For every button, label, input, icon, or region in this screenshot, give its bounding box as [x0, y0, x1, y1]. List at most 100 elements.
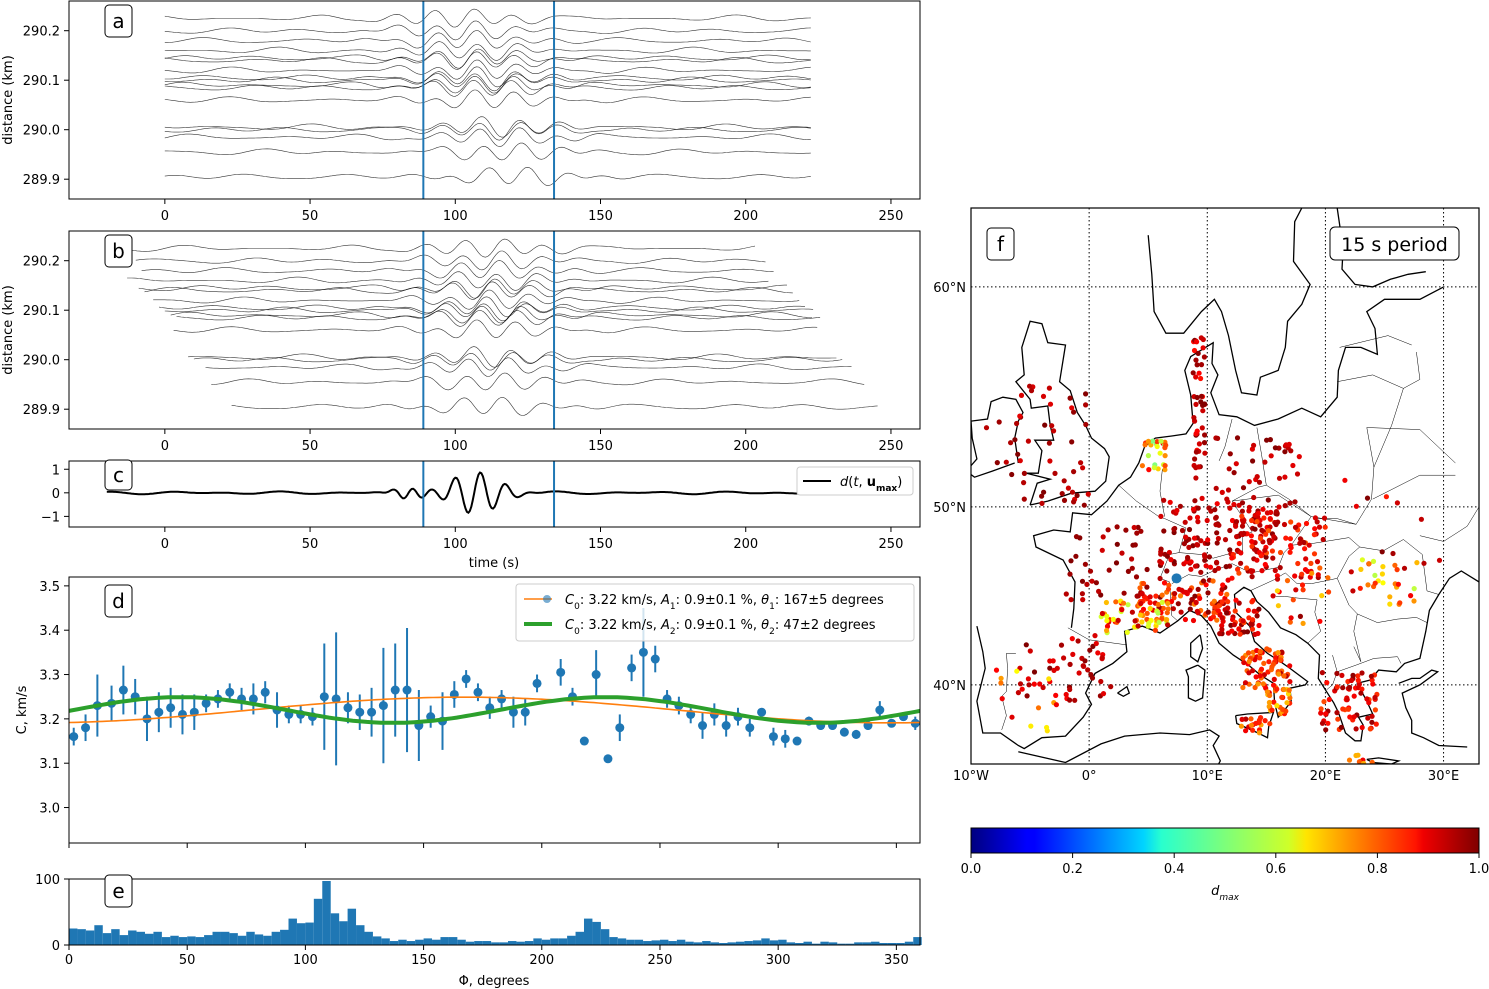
- station: [1073, 534, 1080, 540]
- station: [1372, 707, 1378, 713]
- station: [1309, 570, 1315, 576]
- station: [1335, 716, 1341, 722]
- border: [1249, 537, 1361, 592]
- histogram-bar: [69, 928, 78, 945]
- station: [1214, 559, 1220, 566]
- station: [1120, 600, 1127, 606]
- station: [1027, 383, 1033, 389]
- histogram-bar: [887, 943, 897, 945]
- histogram-bar: [254, 934, 264, 945]
- y-tick-label: 0: [52, 939, 60, 954]
- station: [1198, 399, 1204, 405]
- station: [1108, 684, 1114, 690]
- station: [1276, 504, 1282, 510]
- histogram-bar: [465, 941, 475, 945]
- border: [1336, 578, 1362, 662]
- station: [1191, 535, 1198, 541]
- histogram-bar: [541, 939, 551, 945]
- station: [1129, 609, 1135, 615]
- station: [1093, 640, 1099, 647]
- station: [1063, 591, 1069, 597]
- legend-part: : 47±2 degrees: [775, 618, 876, 633]
- panel-c-xlabel: time (s): [469, 556, 519, 571]
- station: [1179, 587, 1185, 593]
- station: [1132, 618, 1138, 624]
- lat-label: 40°N: [933, 679, 966, 694]
- station: [1287, 679, 1293, 685]
- histogram-bar: [144, 933, 154, 945]
- station: [1138, 600, 1144, 607]
- station: [1163, 442, 1169, 448]
- panel-d-frame: [68, 576, 921, 844]
- station: [1098, 678, 1104, 685]
- data-point: [851, 729, 861, 739]
- station: [1031, 669, 1038, 675]
- station: [1208, 508, 1214, 514]
- station: [1257, 673, 1263, 679]
- x-tick-label: 50: [302, 439, 319, 454]
- station: [1249, 538, 1255, 545]
- station: [1188, 559, 1194, 565]
- station: [1231, 622, 1237, 628]
- panel-d-legend: C0: 3.22 km/s, A1: 0.9±0.1 %, θ1: 167±5 …: [515, 583, 915, 642]
- station: [1229, 575, 1235, 581]
- legend-part: A: [660, 618, 670, 633]
- panel-c-stacked-waveform: 0 50 100 150 200 250 1 0 −1 time (s) c d(t, uma…: [41, 459, 921, 571]
- station: [1203, 563, 1209, 569]
- border: [1159, 469, 1165, 517]
- x-tick-label: 0: [161, 537, 169, 552]
- station: [1051, 428, 1057, 434]
- station: [1249, 517, 1255, 524]
- station: [1262, 547, 1268, 553]
- seismogram-trace: [164, 116, 811, 138]
- station: [1019, 686, 1025, 692]
- data-point: [461, 674, 471, 684]
- station: [1018, 392, 1025, 398]
- station: [1299, 582, 1306, 588]
- station: [1110, 616, 1116, 623]
- station: [1214, 530, 1220, 536]
- station: [1318, 710, 1324, 716]
- panel-c-y-ticks: 1 0 −1: [41, 463, 69, 525]
- station: [1096, 588, 1102, 595]
- histogram-bar: [457, 939, 466, 945]
- histogram-bar: [550, 938, 559, 945]
- histogram-bar: [558, 938, 568, 945]
- legend-part: : 0.9±0.1 %,: [676, 618, 762, 633]
- y-tick-label: 1: [52, 463, 60, 478]
- station: [1283, 708, 1289, 714]
- seismogram-trace: [144, 281, 793, 300]
- station: [1380, 564, 1386, 570]
- histogram-bar: [204, 935, 213, 945]
- station: [1195, 505, 1201, 511]
- station: [1070, 651, 1076, 658]
- station: [1200, 345, 1206, 351]
- data-point: [698, 721, 708, 731]
- station: [1300, 587, 1306, 593]
- histogram-bar: [693, 942, 703, 945]
- station: [1219, 599, 1225, 605]
- histogram-bar: [904, 941, 914, 945]
- station: [1215, 608, 1221, 614]
- station: [1021, 496, 1027, 502]
- station: [1257, 535, 1264, 542]
- seismogram-trace: [164, 119, 811, 141]
- station: [1263, 531, 1269, 537]
- station: [1172, 591, 1178, 597]
- station: [1380, 580, 1386, 586]
- station: [1323, 711, 1329, 717]
- station: [1162, 467, 1168, 473]
- histogram-bar: [499, 942, 509, 945]
- station: [1253, 674, 1259, 680]
- histogram-bar: [153, 931, 162, 945]
- station: [1311, 551, 1318, 557]
- station: [1202, 450, 1208, 456]
- station: [1205, 537, 1211, 543]
- station: [1040, 393, 1047, 399]
- histogram-bar: [896, 943, 905, 945]
- station: [1090, 643, 1096, 650]
- station: [1316, 524, 1323, 530]
- colorbar-label-sub: max: [1219, 893, 1239, 903]
- station: [1357, 585, 1363, 591]
- station: [1288, 615, 1294, 621]
